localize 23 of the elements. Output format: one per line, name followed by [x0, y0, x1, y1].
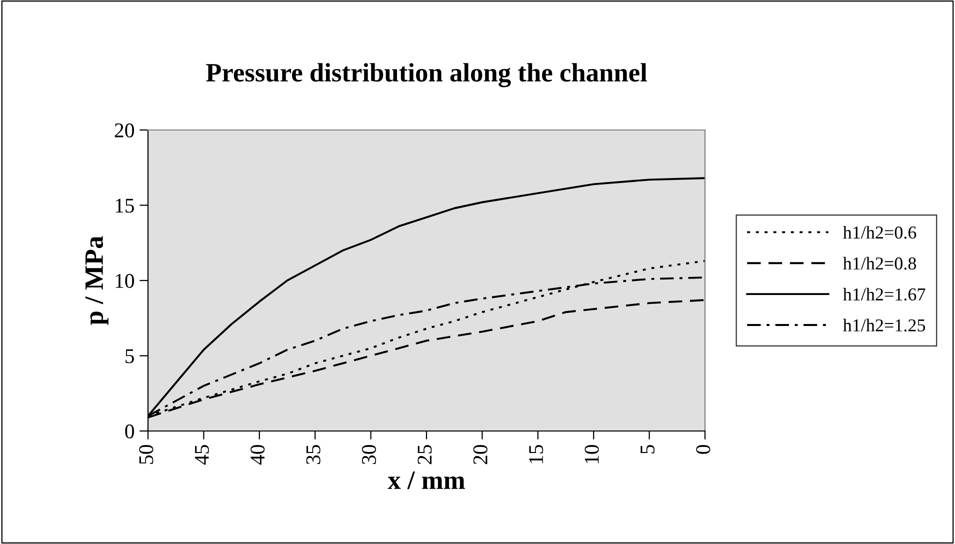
x-tick-label: 35: [306, 445, 320, 464]
legend-label: h1/h2=0.6: [843, 226, 916, 239]
x-tick-label: 40: [250, 444, 265, 465]
legend-label: h1/h2=1.25: [843, 318, 926, 332]
x-tick-label: 30: [362, 444, 376, 464]
x-axis-title: x / mm: [388, 472, 465, 490]
x-tick-label: 5: [640, 445, 655, 454]
y-tick-label: 20: [114, 123, 134, 138]
y-tick-label: 15: [116, 198, 134, 213]
chart-title: Pressure distribution along the channel: [206, 63, 647, 88]
y-tick-label: 10: [116, 274, 134, 288]
y-tick-label: 5: [126, 349, 134, 364]
x-tick-label: 20: [473, 444, 488, 464]
y-axis-title: p / MPa: [85, 236, 108, 325]
x-tick-label: 45: [194, 445, 209, 465]
legend-label: h1/h2=0.8: [843, 256, 916, 270]
legend-label: h1/h2=1.67: [843, 288, 926, 301]
x-tick-label: 15: [529, 445, 544, 464]
x-tick-label: 0: [696, 444, 710, 454]
x-tick-label: 50: [139, 444, 154, 464]
y-tick-label: 0: [125, 424, 134, 438]
x-tick-label: 25: [418, 445, 432, 464]
x-tick-label: 10: [584, 444, 599, 464]
